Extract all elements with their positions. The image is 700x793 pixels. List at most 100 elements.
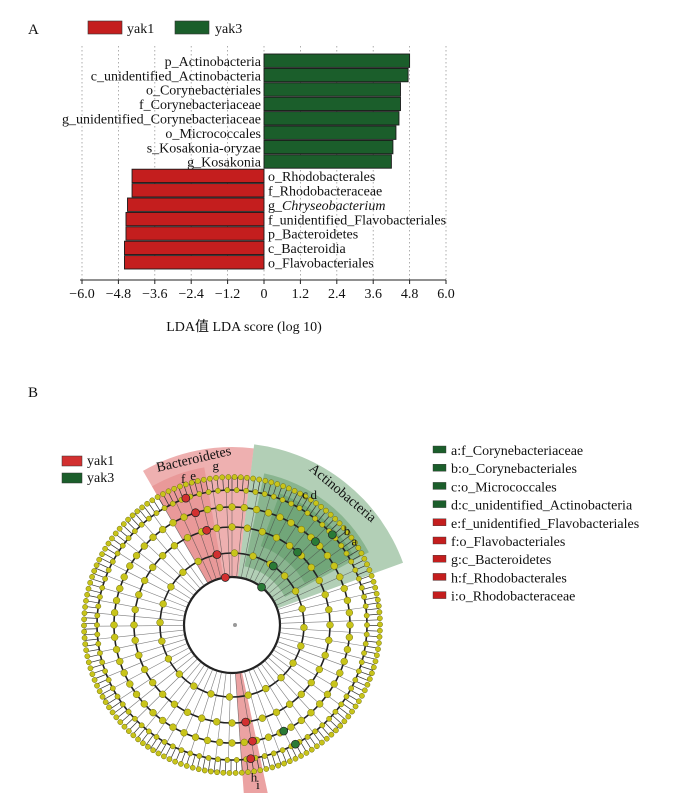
cladogram-node xyxy=(228,503,236,511)
cladogram-legend-label-yak1: yak1 xyxy=(87,454,114,469)
cladogram-node xyxy=(316,700,324,708)
cladogram-node xyxy=(376,634,383,640)
cladogram-node xyxy=(289,659,297,667)
cladogram-node xyxy=(190,682,198,690)
cladogram-key-entry: h:f_Rhodobacterales xyxy=(451,571,567,586)
lda-x-tick-label: 6.0 xyxy=(437,287,455,302)
lda-bar-label: c_Bacteroidia xyxy=(268,242,347,257)
cladogram-node xyxy=(336,520,343,527)
cladogram-node xyxy=(348,685,355,692)
clade-highlight-bacteroidetes-inner xyxy=(152,467,224,584)
lda-bar xyxy=(263,67,409,83)
cladogram-node xyxy=(170,700,179,708)
cladogram-branch xyxy=(97,612,185,622)
cladogram-branch xyxy=(97,629,185,640)
cladogram-node xyxy=(232,770,239,776)
cladogram-node xyxy=(159,552,167,560)
cladogram-node xyxy=(189,764,196,771)
cladogram-node xyxy=(109,685,116,692)
cladogram-node xyxy=(300,623,308,632)
cladogram-highlighted-node xyxy=(246,754,256,764)
cladogram-node xyxy=(153,734,160,740)
cladogram-node xyxy=(110,621,118,629)
cladogram-node xyxy=(95,640,102,647)
cladogram-branch xyxy=(279,619,367,624)
cladogram-node xyxy=(251,768,257,775)
cladogram-node xyxy=(93,562,100,569)
cladogram-node xyxy=(105,567,112,573)
cladogram-leaf-branch xyxy=(363,655,377,660)
cladogram-node xyxy=(240,738,248,747)
cladogram-node xyxy=(370,664,377,671)
cladogram-highlighted-node xyxy=(279,726,289,736)
cladogram-leaf-branch xyxy=(266,755,271,769)
lda-x-tick-label: 0 xyxy=(261,287,268,302)
cladogram-leaf-branch xyxy=(366,608,380,611)
cladogram-node xyxy=(81,622,87,629)
cladogram-branch xyxy=(278,636,363,660)
cladogram-node xyxy=(119,701,126,708)
cladogram-branch xyxy=(125,541,195,596)
cladogram-node xyxy=(297,490,303,497)
cladogram-node xyxy=(140,700,148,708)
cladogram-node xyxy=(319,739,325,746)
cladogram-node xyxy=(332,516,339,522)
cladogram-node xyxy=(125,708,132,715)
cladogram-leaf-branch xyxy=(84,638,98,641)
cladogram-leaf-branch xyxy=(242,477,244,491)
cladogram-key-entry: g:c_Bacteroidetes xyxy=(451,553,551,568)
lda-x-tick-label: −1.2 xyxy=(215,287,240,302)
cladogram-node xyxy=(345,609,354,617)
cladogram-node xyxy=(238,769,245,776)
cladogram-highlighted-node xyxy=(291,739,300,749)
cladogram-node xyxy=(270,750,277,757)
cladogram-node xyxy=(215,487,221,494)
lda-bar xyxy=(124,255,265,270)
cladogram-node xyxy=(216,738,224,747)
cladogram-node xyxy=(89,573,95,580)
cladogram-node xyxy=(131,606,139,614)
cladogram-branch xyxy=(275,645,354,684)
cladogram-node xyxy=(150,747,156,754)
cladogram-leaf-branch xyxy=(332,715,343,725)
cladogram-node xyxy=(149,709,157,717)
cladogram-node xyxy=(288,500,295,507)
cladogram-node xyxy=(304,734,311,740)
lda-bar xyxy=(125,211,265,227)
cladogram-node xyxy=(120,573,128,581)
cladogram-leaf-branch xyxy=(271,753,277,767)
cladogram-node xyxy=(369,670,375,677)
cladogram-key: a:f_Corynebacteriaceae b:o_Corynebacteria… xyxy=(432,444,639,605)
cladogram-node xyxy=(94,612,101,619)
cladogram-sector-letter: e xyxy=(190,468,196,483)
cladogram-branch xyxy=(228,672,232,760)
cladogram-node xyxy=(298,605,306,613)
cladogram-sector-letter: i xyxy=(256,777,260,792)
cladogram-node xyxy=(188,479,195,486)
cladogram-node xyxy=(292,755,299,762)
cladogram-leaf-branch xyxy=(199,480,204,494)
cladogram-node xyxy=(94,631,101,638)
cladogram-node xyxy=(336,669,344,677)
cladogram-node xyxy=(250,475,256,482)
cladogram-node xyxy=(366,567,373,573)
cladogram-node xyxy=(243,524,251,532)
cladogram-node xyxy=(183,763,190,769)
lda-bars xyxy=(124,53,411,270)
cladogram-leaf-branch xyxy=(360,665,374,671)
cladogram-leaf-branch xyxy=(339,535,351,544)
cladogram-node xyxy=(194,557,202,566)
cladogram-node xyxy=(109,535,115,542)
cladogram-leaf-branch xyxy=(342,539,354,548)
cladogram-node xyxy=(191,733,200,741)
cladogram-node xyxy=(352,677,359,683)
cladogram-node xyxy=(343,693,350,700)
cladogram-highlighted-node xyxy=(241,717,250,727)
cladogram-node xyxy=(304,510,311,516)
cladogram-branch xyxy=(244,671,268,756)
cladogram-legend-label-yak3: yak3 xyxy=(87,471,114,486)
cladogram-node xyxy=(313,500,319,507)
cladogram-node xyxy=(325,606,333,614)
cladogram-node xyxy=(362,603,369,610)
cladogram-node xyxy=(376,640,382,646)
